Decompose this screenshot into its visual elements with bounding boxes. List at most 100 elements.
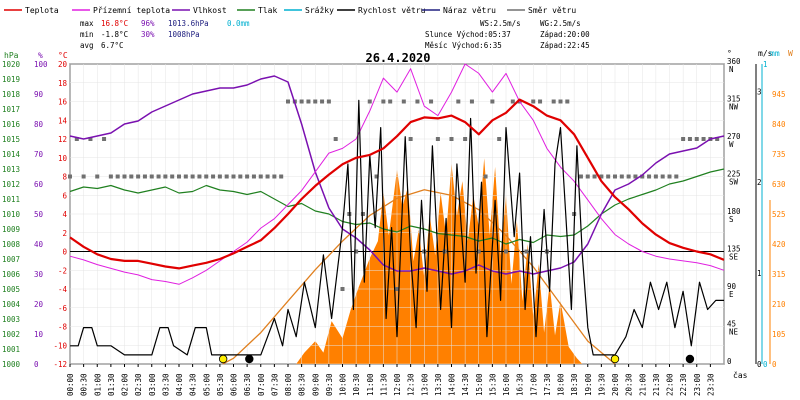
- x-tick-label: 13:00: [420, 373, 429, 396]
- stat-max-pres: 1013.6hPa: [168, 19, 209, 28]
- x-tick-label: 09:00: [311, 373, 320, 396]
- watt-tick-label: 945: [772, 90, 786, 99]
- wind-direction-point: [115, 174, 120, 179]
- legend-label-wind: Rychlost větru: [358, 6, 426, 15]
- direction-compass-label: NW: [729, 103, 739, 112]
- direction-compass-label: NE: [729, 328, 739, 337]
- x-tick-label: 22:30: [679, 373, 688, 396]
- info-block: WS:2.5m/s WG:2.5m/s Slunce Východ:05:37 …: [425, 19, 590, 50]
- wind-direction-point: [313, 99, 318, 104]
- mm-tick-label: 0: [763, 360, 768, 369]
- ms-tick-label: 0: [757, 360, 762, 369]
- wind-direction-point: [694, 137, 699, 141]
- x-tick-label: 15:30: [488, 373, 497, 396]
- wind-direction-point: [599, 174, 604, 179]
- percent-tick-label: 70: [34, 150, 44, 159]
- direction-tick-label: 315: [727, 95, 741, 104]
- x-tick-label: 09:30: [325, 373, 334, 396]
- info-wg: WG:2.5m/s: [540, 19, 581, 28]
- wind-direction-point: [286, 99, 290, 104]
- wind-direction-point: [558, 99, 563, 104]
- wind-direction-point: [272, 174, 277, 179]
- wind-direction-point: [367, 99, 372, 104]
- wind-direction-point: [626, 174, 631, 179]
- percent-tick-label: 80: [34, 120, 44, 129]
- direction-tick-label: 180: [727, 207, 741, 216]
- wind-direction-point: [415, 99, 420, 104]
- x-tick-label: 07:00: [257, 373, 266, 396]
- x-tick-label: 13:30: [434, 373, 443, 396]
- wind-direction-point: [667, 174, 672, 179]
- hpa-tick-label: 1011: [2, 195, 20, 204]
- direction-compass-label: SE: [729, 253, 739, 262]
- celsius-tick-label: 18: [58, 79, 68, 88]
- wind-direction-point: [142, 174, 147, 179]
- hpa-tick-label: 1005: [2, 285, 20, 294]
- series-line-wind: [70, 99, 724, 356]
- x-tick-label: 10:30: [352, 373, 361, 396]
- info-sun-set: Západ:20:00: [540, 30, 590, 39]
- wind-direction-point: [408, 137, 413, 141]
- direction-tick-label: 45: [727, 320, 736, 329]
- sunrise-marker: [218, 354, 228, 364]
- moonset-marker: [685, 354, 695, 364]
- wind-direction-point: [81, 174, 86, 179]
- direction-tick-label: 0: [727, 357, 732, 366]
- wind-direction-point: [715, 137, 720, 141]
- x-tick-label: 00:00: [66, 373, 75, 396]
- hpa-tick-label: 1007: [2, 255, 20, 264]
- wind-direction-point: [701, 137, 706, 141]
- wind-direction-point: [177, 174, 181, 179]
- mm-tick-label: 1: [763, 60, 768, 69]
- direction-compass-label: W: [729, 140, 734, 149]
- stat-max-hum: 96%: [141, 19, 155, 28]
- celsius-tick-label: -2: [58, 266, 67, 275]
- legend-label-gust: Náraz větru: [443, 6, 496, 15]
- wind-direction-point: [531, 99, 536, 104]
- hpa-tick-label: 1000: [2, 360, 21, 369]
- wind-direction-point: [435, 137, 440, 141]
- wind-direction-point: [108, 174, 113, 179]
- axis-ms-label: m/s: [758, 49, 773, 58]
- x-tick-label: 02:00: [121, 373, 130, 396]
- wind-direction-point: [122, 174, 127, 179]
- legend-label-hum: Vlhkost: [193, 6, 227, 15]
- legend-label-dir: Směr větru: [528, 6, 576, 15]
- hpa-tick-label: 1010: [2, 210, 21, 219]
- series-line-pres: [69, 168, 725, 245]
- wind-direction-point: [497, 137, 502, 141]
- wind-direction-point: [538, 99, 543, 104]
- wind-direction-point: [381, 99, 386, 104]
- x-tick-label: 14:00: [448, 373, 457, 396]
- info-sun: Slunce Východ:05:37: [425, 30, 511, 39]
- direction-tick-label: 135: [727, 245, 741, 254]
- wind-direction-point: [149, 174, 154, 179]
- hpa-tick-label: 1004: [2, 300, 21, 309]
- x-tick-label: 04:30: [189, 373, 198, 396]
- wind-direction-point: [551, 99, 556, 104]
- wind-direction-point: [524, 249, 529, 254]
- watt-tick-label: 840: [772, 120, 786, 129]
- x-tick-label: 06:30: [243, 373, 252, 396]
- hpa-tick-label: 1017: [2, 105, 20, 114]
- wind-direction-point: [469, 99, 474, 104]
- wind-direction-point: [687, 137, 692, 141]
- wind-direction-point: [320, 99, 325, 104]
- percent-tick-label: 0: [34, 360, 39, 369]
- wind-direction-point: [156, 174, 161, 179]
- celsius-tick-label: -8: [58, 323, 68, 332]
- x-tick-label: 02:30: [134, 373, 143, 396]
- watt-tick-label: 420: [772, 240, 786, 249]
- wind-direction-point: [129, 174, 134, 179]
- wind-direction-point: [476, 249, 481, 254]
- wind-direction-point: [483, 174, 488, 179]
- celsius-tick-label: 12: [58, 135, 67, 144]
- wind-direction-point: [245, 174, 250, 179]
- direction-tick-label: 360: [727, 57, 741, 66]
- celsius-tick-label: -4: [58, 285, 68, 294]
- wind-direction-point: [647, 174, 652, 179]
- watt-tick-label: 105: [772, 330, 786, 339]
- wind-direction-point: [190, 174, 195, 179]
- wind-direction-point: [681, 137, 686, 141]
